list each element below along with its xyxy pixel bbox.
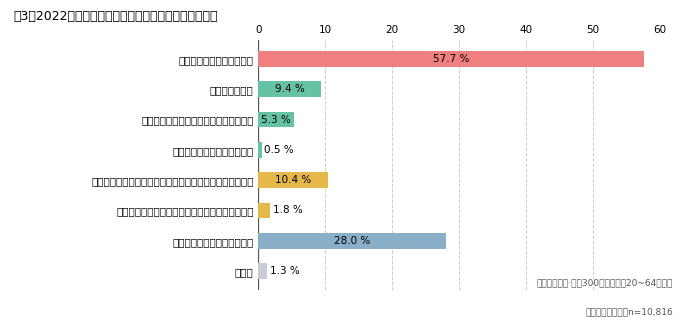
- Text: 図3　2022年のふるさと納税後の自治体への意識の変化: 図3 2022年のふるさと納税後の自治体への意識の変化: [14, 10, 218, 23]
- Text: 0.5 %: 0.5 %: [265, 145, 294, 155]
- Text: 対象者：有職·年収300万円以上の20~64歳男女: 対象者：有職·年収300万円以上の20~64歳男女: [537, 278, 673, 287]
- Text: 57.7 %: 57.7 %: [433, 54, 469, 64]
- Bar: [258, 172, 328, 188]
- Text: 10.4 %: 10.4 %: [275, 175, 311, 185]
- Text: サンプルサイズ：n=10,816: サンプルサイズ：n=10,816: [585, 308, 673, 317]
- Text: 1.3 %: 1.3 %: [270, 266, 299, 276]
- Text: 28.0 %: 28.0 %: [334, 236, 370, 246]
- Text: 1.8 %: 1.8 %: [273, 206, 303, 215]
- Bar: [258, 112, 294, 127]
- Bar: [258, 263, 267, 279]
- Text: 9.4 %: 9.4 %: [275, 84, 305, 94]
- Bar: [258, 203, 271, 218]
- Bar: [258, 142, 262, 158]
- Bar: [258, 81, 321, 97]
- Bar: [258, 51, 644, 67]
- Bar: [258, 233, 445, 249]
- Text: 5.3 %: 5.3 %: [261, 115, 291, 124]
